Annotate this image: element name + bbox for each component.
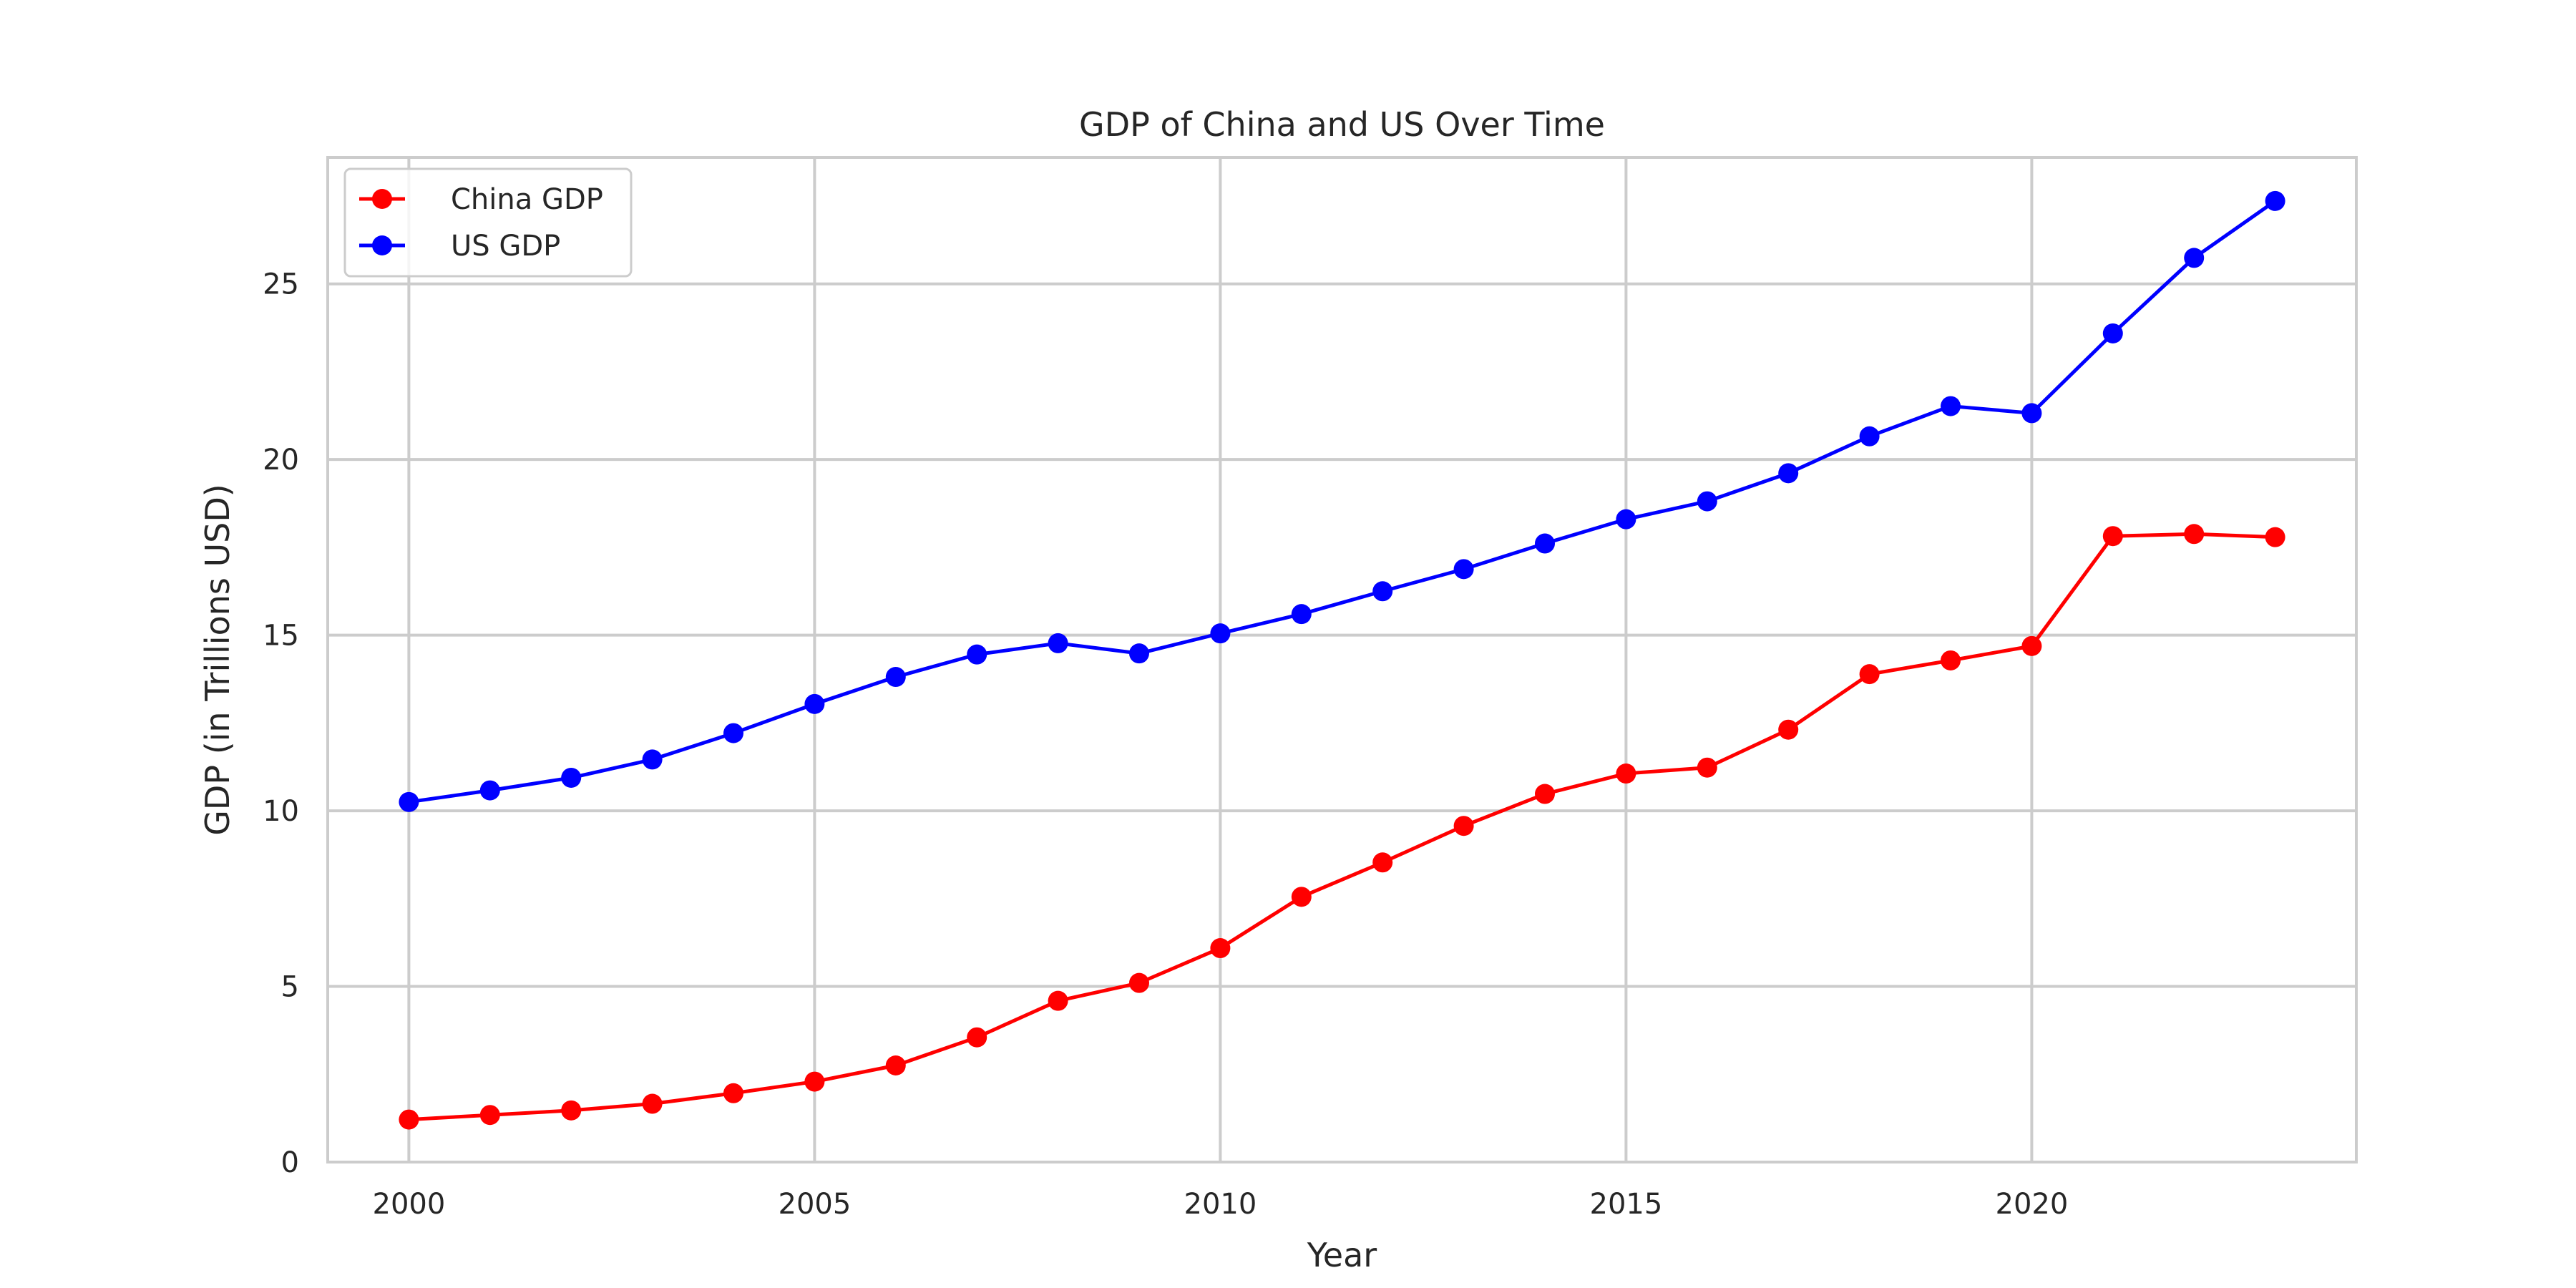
data-point <box>885 1055 906 1075</box>
y-axis-label: GDP (in Trillions USD) <box>198 484 237 835</box>
data-point <box>2265 527 2285 547</box>
x-tick-label: 2020 <box>1996 1188 2069 1221</box>
data-point <box>1372 581 1393 602</box>
data-point <box>967 1027 987 1048</box>
data-point <box>1291 887 1312 907</box>
data-point <box>1697 757 1717 778</box>
legend-item-us: US GDP <box>359 230 560 263</box>
data-point <box>642 749 663 770</box>
series-line <box>409 199 2277 804</box>
data-point <box>723 1083 743 1103</box>
data-point <box>2102 323 2123 343</box>
x-tick-label: 2005 <box>779 1188 852 1221</box>
data-point <box>561 767 582 788</box>
x-axis-label: Year <box>1307 1236 1377 1274</box>
data-point <box>1291 604 1312 625</box>
data-point <box>1859 426 1880 447</box>
data-point <box>479 780 500 801</box>
data-point <box>2184 248 2205 268</box>
x-tick-label: 2015 <box>1590 1188 1663 1221</box>
legend-label-us: US GDP <box>451 230 560 263</box>
data-point <box>804 693 825 714</box>
data-point <box>1372 852 1393 873</box>
legend-box <box>343 167 633 278</box>
legend-marker-us <box>372 235 392 255</box>
data-point <box>723 723 743 743</box>
y-tick-label: 15 <box>263 620 299 653</box>
data-point <box>2265 190 2285 211</box>
data-point <box>885 667 906 688</box>
legend-marker-china <box>372 189 392 209</box>
x-tick-label: 2010 <box>1184 1188 1257 1221</box>
data-point <box>1453 816 1474 836</box>
data-point <box>1535 784 1555 804</box>
series-china <box>399 524 2285 1130</box>
data-point <box>1941 650 1961 670</box>
x-tick-label: 2000 <box>373 1188 446 1221</box>
data-point <box>2102 526 2123 547</box>
data-point <box>967 644 987 665</box>
legend-label-china: China GDP <box>451 183 603 216</box>
data-point <box>1048 633 1068 653</box>
data-point <box>1859 664 1880 685</box>
data-point <box>1778 463 1799 484</box>
y-tick-label: 25 <box>263 268 299 301</box>
grid <box>328 157 2356 1163</box>
data-point <box>2021 403 2042 424</box>
data-point <box>1535 533 1555 554</box>
y-tick-label: 5 <box>281 971 299 1004</box>
data-point <box>642 1093 663 1114</box>
tick-labels: 2000 2005 2010 2015 2020 0 5 10 15 20 25 <box>263 268 2068 1221</box>
series-layer <box>399 190 2285 1130</box>
y-tick-label: 0 <box>281 1146 299 1179</box>
chart-title: GDP of China and US Over Time <box>1079 105 1605 144</box>
data-point <box>2184 524 2205 545</box>
y-tick-label: 20 <box>263 444 299 477</box>
data-point <box>1210 938 1231 959</box>
plot-frame <box>326 156 2358 1163</box>
series-line <box>409 532 2275 1122</box>
y-tick-label: 10 <box>263 795 299 828</box>
data-point <box>1941 396 1961 416</box>
data-point <box>1210 623 1231 644</box>
legend: China GDP US GDP <box>343 167 633 278</box>
data-point <box>399 791 419 812</box>
data-point <box>1616 509 1636 530</box>
data-point <box>1129 643 1149 664</box>
data-point <box>1129 972 1149 993</box>
data-point <box>2021 635 2042 656</box>
data-point <box>561 1100 582 1121</box>
data-point <box>399 1109 419 1130</box>
series-us <box>399 190 2285 812</box>
data-point <box>1778 719 1799 740</box>
data-point <box>1048 990 1068 1011</box>
data-point <box>1697 491 1717 512</box>
data-point <box>804 1071 825 1092</box>
data-point <box>1616 763 1636 784</box>
data-point <box>479 1105 500 1126</box>
legend-item-china: China GDP <box>359 183 603 216</box>
data-point <box>1453 559 1474 580</box>
